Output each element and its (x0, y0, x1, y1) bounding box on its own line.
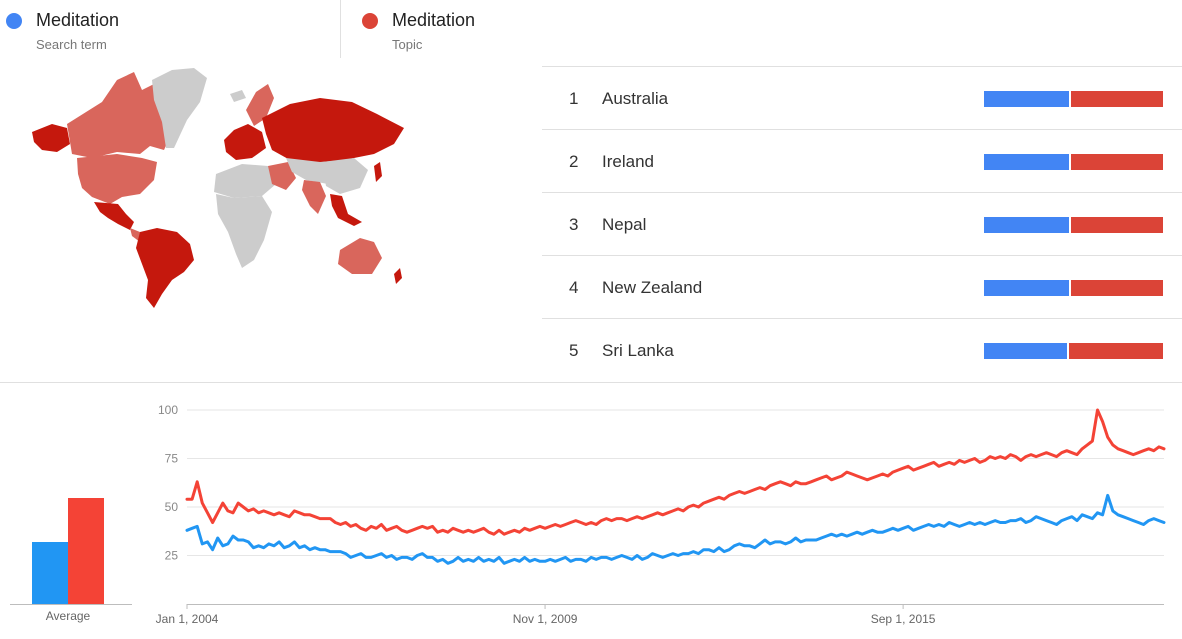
region-new-zealand[interactable] (394, 268, 402, 284)
search-term-share-bar (984, 217, 1069, 233)
topic-share-bar (1070, 154, 1163, 170)
x-tick-label: Sep 1, 2015 (871, 612, 936, 626)
world-map[interactable] (22, 62, 422, 312)
ranking-row[interactable]: 5 Sri Lanka (542, 318, 1182, 381)
search-term-share-bar (984, 154, 1069, 170)
topic-share-bar (1069, 343, 1163, 359)
topic-share-bar (1070, 217, 1163, 233)
country-name: Sri Lanka (602, 341, 674, 360)
ranking-row[interactable]: 4 New Zealand (542, 255, 1182, 318)
comparison-bar (984, 343, 1163, 359)
region-south-america[interactable] (136, 228, 194, 308)
ranking-row[interactable]: 3 Nepal (542, 192, 1182, 255)
series-color-dot (362, 13, 378, 29)
rank-number: 5 (569, 341, 579, 360)
rank-number: 3 (569, 215, 579, 234)
comparison-bar (984, 280, 1163, 296)
legend-term-type: Topic (392, 37, 423, 52)
region-mexico[interactable] (94, 202, 134, 230)
region-southeast-asia[interactable] (330, 194, 362, 226)
search-term-share-bar (984, 343, 1068, 359)
region-iceland[interactable] (230, 90, 246, 102)
comparison-bar (984, 154, 1163, 170)
x-tick-label: Nov 1, 2009 (513, 612, 578, 626)
average-bar-chart: Average (10, 400, 132, 623)
series-line-1[interactable] (185, 493, 1166, 565)
series-color-dot (6, 13, 22, 29)
legend-term-type: Search term (36, 37, 107, 52)
legend-term-search[interactable]: Meditation Search term (6, 8, 336, 58)
legend-term-topic[interactable]: Meditation Topic (362, 8, 692, 58)
topic-share-bar (1070, 280, 1163, 296)
average-bar-2 (68, 498, 104, 604)
region-europe[interactable] (224, 124, 266, 160)
rank-number: 1 (569, 89, 579, 108)
country-name: Nepal (602, 215, 647, 234)
region-africa[interactable] (216, 194, 272, 268)
average-label: Average (46, 609, 91, 623)
y-tick-label: 25 (165, 549, 179, 563)
rank-number: 2 (569, 152, 579, 171)
comparison-bar (984, 217, 1163, 233)
region-alaska[interactable] (32, 124, 70, 152)
comparison-bar (984, 91, 1163, 107)
region-north-africa[interactable] (214, 164, 276, 198)
region-russia[interactable] (262, 98, 404, 164)
series-line-2[interactable] (185, 408, 1166, 536)
average-bar-1 (32, 542, 68, 604)
topic-share-bar (1070, 91, 1163, 107)
legend-term-name: Meditation (392, 10, 476, 30)
ranking-row[interactable]: 1 Australia (542, 66, 1182, 129)
region-greenland[interactable] (152, 68, 207, 148)
region-australia[interactable] (338, 238, 382, 274)
region-china[interactable] (322, 158, 368, 194)
x-tick-label: Jan 1, 2004 (156, 612, 219, 626)
y-tick-label: 50 (165, 500, 179, 514)
legend-divider (340, 0, 341, 58)
region-ranking-list: 1 Australia 2 Ireland 3 Nepal 4 New Zeal… (542, 66, 1182, 381)
ranking-row[interactable]: 2 Ireland (542, 129, 1182, 192)
region-india[interactable] (302, 180, 326, 214)
country-name: New Zealand (602, 278, 703, 297)
search-term-share-bar (984, 280, 1069, 296)
region-canada[interactable] (67, 72, 172, 158)
legend-term-name: Meditation (36, 10, 120, 30)
region-middle-east[interactable] (268, 162, 296, 190)
country-name: Australia (602, 89, 669, 108)
region-usa[interactable] (77, 154, 157, 204)
search-term-share-bar (984, 91, 1069, 107)
rank-number: 4 (569, 278, 579, 297)
region-japan[interactable] (374, 162, 382, 182)
interest-over-time-chart[interactable]: 25 50 75 100 Jan 1, 2004 Nov 1, 2009 Sep 1, 20… (140, 390, 1182, 639)
section-divider (0, 382, 1182, 383)
y-tick-label: 75 (165, 452, 179, 466)
y-tick-label: 100 (158, 403, 178, 417)
country-name: Ireland (602, 152, 654, 171)
